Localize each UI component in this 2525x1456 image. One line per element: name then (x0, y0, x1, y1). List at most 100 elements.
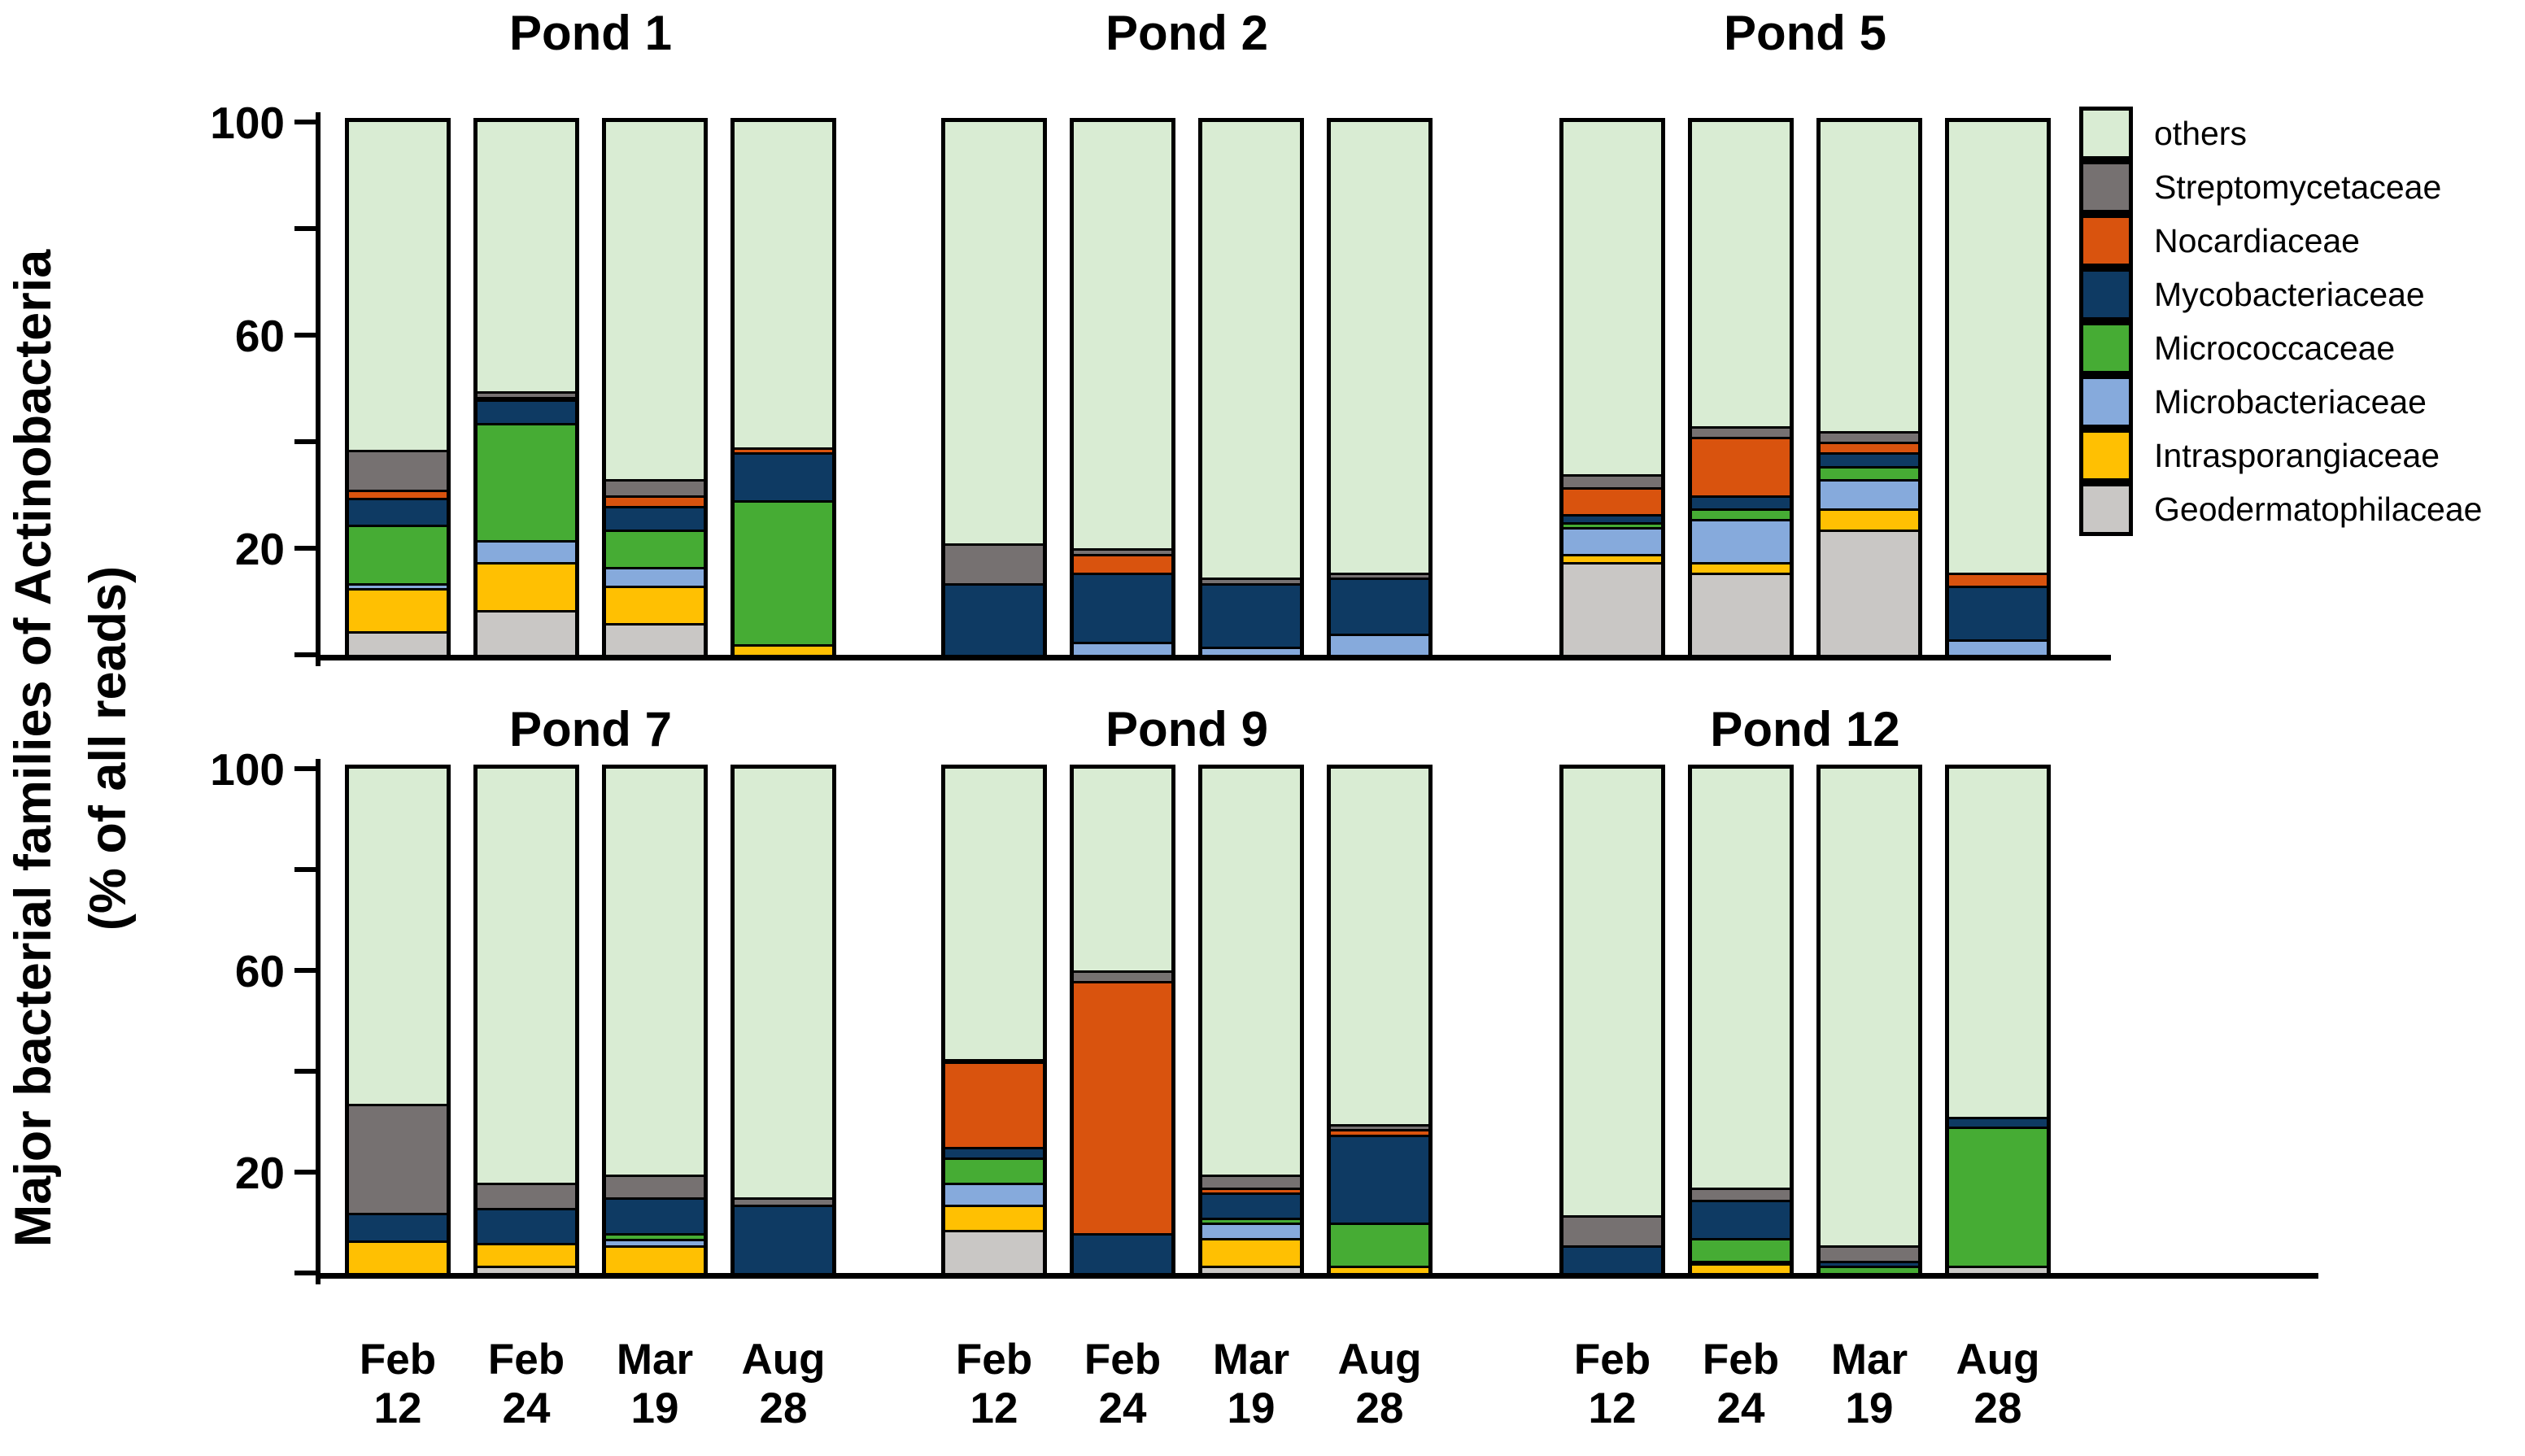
segment-geodermatophilaceae (478, 1267, 575, 1273)
segment-others (1074, 769, 1171, 974)
segment-mycobacteriaceae (1202, 585, 1300, 650)
legend-swatch-micrococcaceae (2079, 321, 2133, 375)
segment-mycobacteriaceae (945, 585, 1043, 655)
segment-microbacteriaceae (1331, 636, 1428, 655)
stacked-bar (1816, 118, 1922, 659)
segment-micrococcaceae (1949, 1129, 2047, 1268)
x-tick-label: Feb 24 (1053, 1336, 1192, 1433)
segment-mycobacteriaceae (1692, 1202, 1790, 1240)
segment-others (1692, 769, 1790, 1190)
y-tick-label: 20 (234, 1148, 285, 1198)
segment-geodermatophilaceae (1692, 574, 1790, 655)
segment-intrasporangiaceae (478, 1245, 575, 1268)
x-tick-label-day: 12 (970, 1384, 1018, 1432)
stacked-bar (473, 118, 579, 659)
segment-microbacteriaceae (1563, 530, 1661, 556)
legend-swatch-mycobacteriaceae (2079, 268, 2133, 321)
y-axis-tick (294, 226, 316, 231)
segment-streptomycetaceae (1074, 973, 1171, 983)
x-tick-label-day: 12 (373, 1384, 422, 1432)
panel-title: Pond 5 (1723, 6, 1886, 60)
segment-microbacteriaceae (1692, 1262, 1790, 1266)
segment-micrococcaceae (1821, 1267, 1918, 1273)
stacked-bar (1945, 765, 2051, 1277)
x-tick-label-day: 24 (1716, 1384, 1765, 1432)
segment-others (1563, 122, 1661, 477)
legend-label: Microbacteriaceae (2154, 383, 2427, 421)
segment-micrococcaceae (1331, 1225, 1428, 1268)
x-tick-label: Mar 19 (586, 1336, 724, 1433)
segment-microbacteriaceae (1074, 643, 1171, 655)
segment-micrococcaceae (606, 532, 704, 570)
segment-others (1074, 122, 1171, 551)
y-axis-tick (294, 1271, 316, 1275)
segment-others (945, 122, 1043, 546)
segment-geodermatophilaceae (945, 1232, 1043, 1273)
x-tick-label: Aug 28 (1929, 1336, 2067, 1433)
y-tick-label: 60 (234, 946, 285, 996)
segment-others (349, 769, 447, 1107)
panel-title: Pond 12 (1710, 702, 1900, 756)
y-axis-title-line1: Major bacterial families of Actinobacter… (5, 249, 62, 1248)
x-tick-label: Feb 24 (1672, 1336, 1810, 1433)
x-tick-label: Feb 12 (1543, 1336, 1681, 1433)
y-tick-label: 100 (210, 98, 285, 148)
legend-label: Micrococcaceae (2154, 329, 2396, 367)
x-tick-label-month: Feb (1573, 1336, 1651, 1384)
segment-others (1202, 769, 1300, 1178)
segment-geodermatophilaceae (1949, 1267, 2047, 1273)
y-axis-tick (294, 867, 316, 872)
segment-nocardiaceae (349, 492, 447, 501)
x-tick-label-month: Feb (955, 1336, 1033, 1384)
segment-microbacteriaceae (606, 569, 704, 589)
segment-others (1949, 122, 2047, 575)
segment-others (945, 769, 1043, 1061)
segment-others (1821, 769, 1918, 1249)
segment-geodermatophilaceae (349, 633, 447, 655)
segment-streptomycetaceae (349, 1106, 447, 1215)
stacked-bar (602, 765, 708, 1277)
y-axis-tick (294, 333, 316, 338)
segment-mycobacteriaceae (349, 1214, 447, 1243)
segment-intrasporangiaceae (1821, 511, 1918, 533)
segment-streptomycetaceae (1821, 1248, 1918, 1263)
segment-geodermatophilaceae (1821, 532, 1918, 655)
segment-micrococcaceae (1692, 511, 1790, 522)
stacked-bar (473, 765, 579, 1277)
x-tick-label: Aug 28 (714, 1336, 853, 1433)
legend-swatch-nocardiaceae (2079, 214, 2133, 268)
segment-intrasporangiaceae (1563, 556, 1661, 565)
segment-others (1202, 122, 1300, 581)
x-tick-label-day: 24 (1098, 1384, 1147, 1432)
segment-nocardiaceae (735, 449, 832, 456)
stacked-bar (1070, 765, 1175, 1277)
legend-swatch-others (2079, 107, 2133, 160)
segment-others (478, 122, 575, 395)
stacked-bar (730, 118, 836, 659)
segment-streptomycetaceae (1563, 1217, 1661, 1248)
stacked-bar (941, 118, 1047, 659)
segment-nocardiaceae (1202, 1189, 1300, 1195)
segment-intrasporangiaceae (945, 1207, 1043, 1233)
stacked-bar (1559, 118, 1665, 659)
legend-label: Intrasporangiaceae (2154, 437, 2440, 474)
stacked-bar (602, 118, 708, 659)
y-axis-tick (294, 766, 316, 771)
y-tick-label: 20 (234, 524, 285, 574)
segment-intrasporangiaceae (349, 1242, 447, 1273)
segment-others (1563, 769, 1661, 1218)
segment-microbacteriaceae (1949, 641, 2047, 655)
stacked-bar (1198, 765, 1304, 1277)
segment-intrasporangiaceae (1202, 1240, 1300, 1268)
x-tick-label-day: 24 (502, 1384, 551, 1432)
segment-mycobacteriaceae (478, 401, 575, 426)
segment-micrococcaceae (945, 1159, 1043, 1185)
segment-mycobacteriaceae (1563, 1248, 1661, 1273)
stacked-bar (1945, 118, 2051, 659)
x-tick-label: Feb 24 (457, 1336, 595, 1433)
segment-geodermatophilaceae (606, 625, 704, 655)
segment-microbacteriaceae (478, 543, 575, 565)
segment-streptomycetaceae (735, 1200, 832, 1208)
segment-streptomycetaceae (478, 1184, 575, 1210)
segment-streptomycetaceae (478, 394, 575, 399)
